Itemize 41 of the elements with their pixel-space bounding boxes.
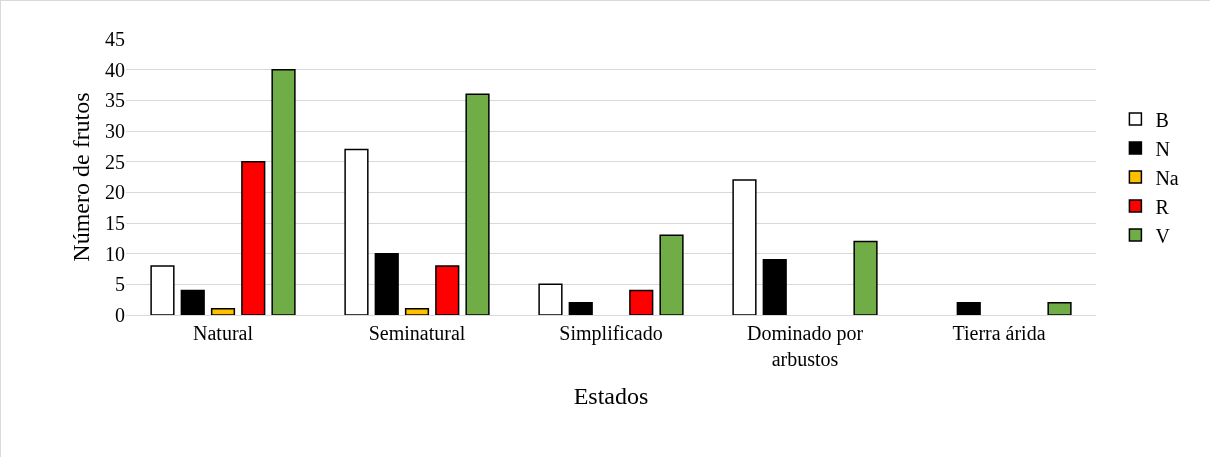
bar — [732, 179, 757, 315]
y-tick-label: 25 — [105, 150, 125, 173]
y-axis-title: Número de frutos — [68, 92, 95, 262]
x-axis-title: Estados — [573, 383, 649, 410]
bar — [271, 68, 296, 315]
bar — [659, 234, 684, 315]
bar — [538, 283, 563, 315]
y-tick-label: 5 — [115, 273, 125, 296]
bar — [1047, 301, 1072, 315]
bar — [762, 259, 787, 315]
y-tick-label: 45 — [105, 28, 125, 50]
bar — [404, 308, 430, 315]
bar — [150, 265, 175, 315]
x-tick-label: Seminatural — [368, 322, 466, 344]
bar — [344, 148, 369, 315]
x-tick-label: Tierra árida — [952, 322, 1046, 344]
legend-label: Na — [1155, 166, 1179, 189]
bar — [374, 252, 399, 315]
y-tick-label: 0 — [115, 304, 125, 326]
x-tick-label: Natural — [193, 322, 254, 344]
legend-label: N — [1155, 137, 1170, 160]
bar — [241, 160, 266, 315]
legend-label: R — [1155, 195, 1170, 218]
bar — [435, 265, 460, 315]
legend-label: B — [1155, 108, 1169, 131]
y-tick-label: 20 — [105, 181, 125, 204]
bar — [629, 289, 654, 315]
x-tick-label: Dominado por arbustos — [746, 322, 864, 370]
x-tick-label: Simplificado — [559, 322, 663, 345]
bar — [853, 240, 878, 315]
bar — [956, 301, 981, 315]
bar — [465, 93, 490, 315]
y-tick-label: 40 — [105, 58, 125, 81]
bar — [568, 301, 593, 315]
bar — [210, 308, 236, 315]
y-tick-label: 10 — [105, 242, 125, 265]
bar — [180, 289, 205, 315]
y-tick-label: 35 — [105, 89, 125, 112]
y-tick-label: 15 — [105, 212, 125, 234]
y-tick-label: 30 — [105, 120, 125, 142]
legend-label: V — [1155, 224, 1171, 247]
